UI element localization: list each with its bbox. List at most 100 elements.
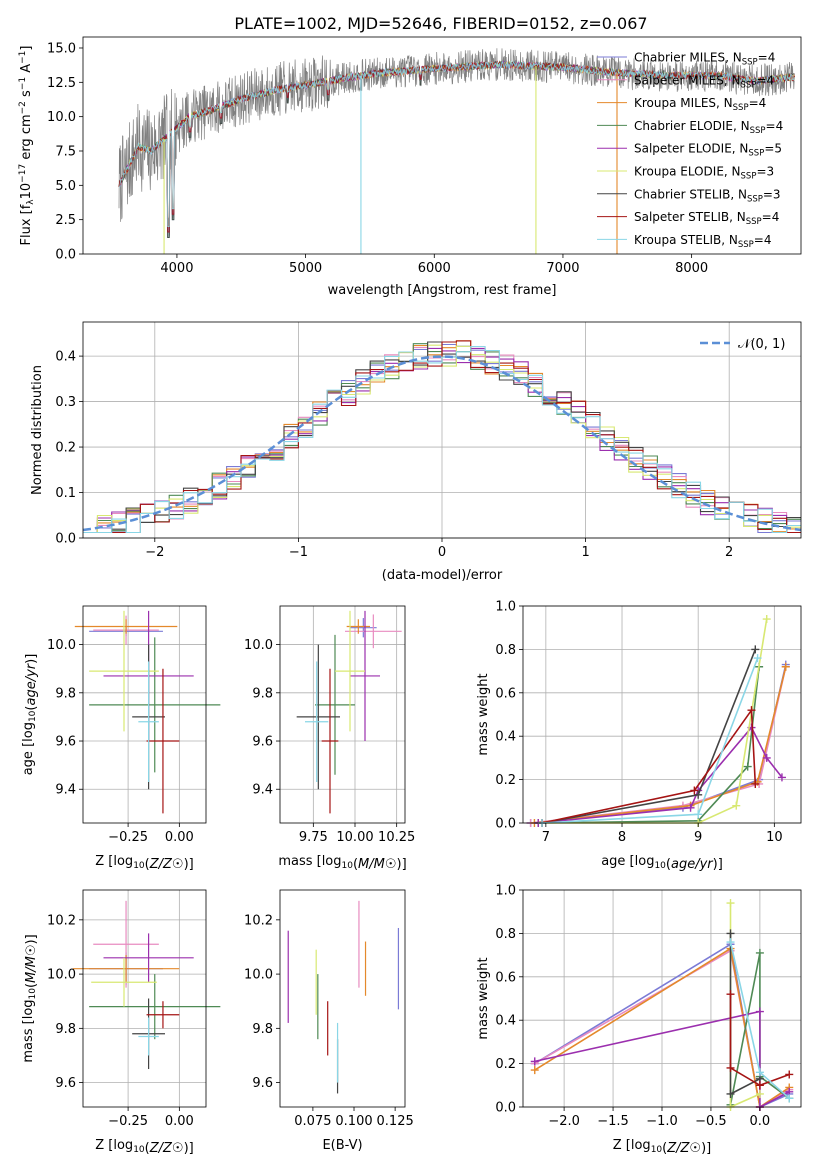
x-tick-label: −2 — [145, 545, 164, 560]
panel-weight-age: 7 8 9 10 0.0 0.2 0.4 0.6 0.8 1.0 age [log10(age/yr… — [476, 600, 802, 872]
axes-mass-z: −0.25 0.00 9.6 9.8 10.0 10.2 Z [log10(Z/Z☉)] ma… — [21, 889, 207, 1156]
x-axis-label: Z [log10(Z/Z☉)] — [613, 1138, 711, 1156]
y-tick-label: 0.0 — [55, 532, 76, 547]
y-tick-label: 0.0 — [55, 248, 76, 263]
y-tick-label: 7.5 — [55, 144, 76, 159]
y-axis-label: mass weight — [476, 957, 491, 1039]
y-tick-label: 0.0 — [495, 1101, 516, 1116]
y-tick-label: 0.1 — [55, 486, 76, 501]
model-spectrum-line — [118, 60, 796, 227]
y-tick-label: 0.6 — [495, 970, 516, 985]
y-tick-label: 10.0 — [47, 110, 76, 125]
panel-weight-z: −2.0 −1.5 −1.0 −0.5 0.0 0.0 0.2 0.4 0.6 0.8 1.0 Z [… — [476, 884, 802, 1156]
weight-marker — [726, 899, 735, 908]
weight-marker — [755, 1081, 764, 1090]
weight-line — [729, 994, 790, 1087]
x-tick-label: 9.75 — [299, 830, 328, 845]
legend-label: Chabrier STELIB, NSSP=3 — [634, 187, 781, 204]
weight-marker — [785, 1070, 794, 1079]
legend-label: Kroupa STELIB, NSSP=4 — [634, 233, 772, 250]
x-tick-label: −2.0 — [548, 1114, 580, 1129]
weight-marker — [743, 762, 752, 771]
axes-age-z: −0.25 0.00 9.4 9.6 9.8 10.0 Z [log10(Z/Z☉)] age… — [21, 605, 207, 872]
y-tick-label: 15.0 — [47, 41, 76, 56]
panel-mass-z: −0.25 0.00 9.6 9.8 10.0 10.2 Z [log10(Z/Z☉)] ma… — [21, 889, 221, 1156]
weight-marker — [751, 779, 760, 788]
y-tick-label: 9.8 — [55, 686, 76, 701]
x-tick-label: 2 — [725, 545, 733, 560]
normal-curve — [82, 355, 802, 532]
x-axis-label: Z [log10(Z/Z☉)] — [95, 1138, 193, 1156]
weight-marker — [747, 706, 756, 715]
axes-frame — [279, 605, 406, 824]
axes-spectrum: 4000 5000 6000 7000 8000 0.0 2.5 5.0 7.5 10.0 12.5… — [18, 36, 802, 298]
weight-marker — [777, 773, 786, 782]
y-tick-label: 9.6 — [252, 735, 273, 750]
panel-mass-ebv: 0.075 0.100 0.125 9.6 9.8 10.0 10.2 E(B-V) — [244, 889, 414, 1153]
x-tick-label: 0.0 — [750, 1114, 771, 1129]
legend-label: Salpeter ELODIE, NSSP=5 — [634, 142, 782, 159]
weight-marker — [755, 1068, 764, 1077]
x-tick-label: 7000 — [546, 261, 579, 276]
x-tick-label: 1 — [581, 545, 589, 560]
legend-label: 𝒩(0, 1) — [738, 337, 785, 352]
x-tick-label: 10 — [766, 830, 783, 845]
y-tick-label: 10.2 — [47, 913, 76, 928]
weight-marker — [686, 803, 695, 812]
axes-frame — [82, 36, 802, 255]
y-axis-label: mass [log10(M/M☉)] — [21, 934, 39, 1062]
x-tick-label: 0.075 — [294, 1114, 331, 1129]
legend-label: Salpeter MILES, NSSP=4 — [634, 73, 774, 90]
axes-frame — [82, 889, 207, 1108]
panel-residuals: −2 −1 0 1 2 0.0 0.1 0.2 0.3 0.4 𝒩(0, 1) (data-model… — [30, 321, 802, 583]
y-tick-label: 10.0 — [244, 968, 273, 983]
weight-line — [538, 726, 783, 824]
axes-frame — [522, 605, 802, 824]
axes-frame — [82, 321, 802, 539]
y-tick-label: 0.8 — [495, 643, 516, 658]
y-tick-label: 0.6 — [495, 686, 516, 701]
x-tick-label: −0.25 — [108, 1114, 148, 1129]
y-tick-label: 1.0 — [495, 600, 516, 615]
weight-marker — [726, 1089, 735, 1098]
y-tick-label: 0.4 — [495, 1014, 516, 1029]
weight-marker — [751, 645, 760, 654]
weight-line — [538, 666, 760, 824]
axes-frame — [82, 605, 207, 824]
histogram-series — [83, 345, 801, 534]
weight-marker — [726, 929, 735, 938]
y-tick-label: 0.2 — [55, 441, 76, 456]
y-tick-label: 9.6 — [55, 1076, 76, 1091]
y-axis-label: Flux [fλ10−17 erg cm−2 s−1 A−1] — [18, 46, 36, 246]
x-axis-label: wavelength [Angstrom, rest frame] — [328, 283, 557, 298]
panel-age-mass: 9.75 10.00 10.25 9.4 9.6 9.8 10.0 mass [log10(M… — [244, 605, 415, 872]
weight-marker — [755, 1089, 764, 1098]
x-tick-label: 5000 — [289, 261, 322, 276]
spectrum-lines — [118, 48, 796, 254]
x-tick-label: 0.00 — [165, 1114, 194, 1129]
y-tick-label: 9.4 — [55, 783, 76, 798]
weight-marker — [694, 790, 703, 799]
plot-area-age-z — [74, 610, 221, 814]
axes-mass-ebv: 0.075 0.100 0.125 9.6 9.8 10.0 10.2 E(B-V) — [244, 889, 414, 1153]
axes-weight-age: 7 8 9 10 0.0 0.2 0.4 0.6 0.8 1.0 age [log10(age/yr… — [476, 600, 802, 872]
legend-label: Chabrier ELODIE, NSSP=4 — [634, 119, 783, 136]
y-tick-label: 0.4 — [55, 350, 76, 365]
x-axis-label: Z [log10(Z/Z☉)] — [95, 854, 193, 872]
legend-label: Chabrier MILES, NSSP=4 — [634, 51, 775, 68]
weight-marker — [781, 662, 790, 671]
legend-label: Kroupa ELODIE, NSSP=3 — [634, 165, 774, 182]
axes-residuals: −2 −1 0 1 2 0.0 0.1 0.2 0.3 0.4 𝒩(0, 1) (data-model… — [30, 321, 802, 583]
x-tick-label: −1.0 — [646, 1114, 678, 1129]
legend-label: Salpeter STELIB, NSSP=4 — [634, 210, 779, 227]
x-axis-label: mass [log10(M/M☉)] — [278, 854, 406, 872]
x-tick-label: −1.5 — [597, 1114, 629, 1129]
panel-spectrum: 4000 5000 6000 7000 8000 0.0 2.5 5.0 7.5 10.0 12.5… — [18, 36, 802, 298]
axes-frame — [522, 889, 802, 1108]
x-tick-label: 8 — [618, 830, 626, 845]
x-axis-label: E(B-V) — [322, 1138, 362, 1153]
plot-area-spectrum — [118, 48, 796, 254]
plot-area-residuals — [82, 340, 802, 534]
y-tick-label: 9.6 — [55, 735, 76, 750]
weight-marker — [785, 1094, 794, 1103]
